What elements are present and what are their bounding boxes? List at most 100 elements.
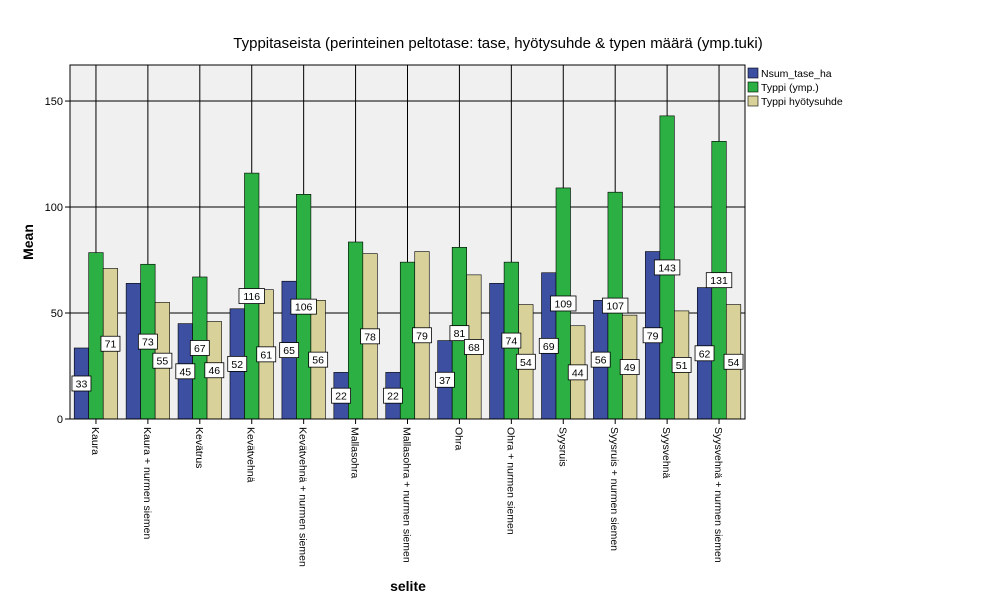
data-label-box xyxy=(308,351,329,368)
data-label-box xyxy=(189,340,210,356)
data-label-box xyxy=(464,339,484,355)
data-label-box xyxy=(238,288,265,304)
legend-label: Typpi hyötysuhde xyxy=(761,96,843,108)
data-label: 68 xyxy=(468,342,480,354)
bar-1 xyxy=(489,283,505,420)
data-label-box xyxy=(590,351,611,368)
y-tick-label: 0 xyxy=(57,414,63,426)
axes: 0 50 100 150 Kaura Kaura + nurmen siemen Kevät… xyxy=(45,65,745,567)
data-label: 116 xyxy=(243,291,260,303)
data-label-box xyxy=(723,353,744,370)
x-tick-label: Syysruis + nurmen siemen xyxy=(608,427,620,551)
data-label: 37 xyxy=(439,375,451,387)
legend-label: Typpi (ymp.) xyxy=(761,82,819,94)
x-tick-label: Kevätvehnä + nurmen siemen xyxy=(297,427,309,567)
x-tick-label: Kevätrus xyxy=(193,427,205,468)
data-label-box xyxy=(152,352,173,369)
data-label: 109 xyxy=(555,298,573,310)
chart-title: Typpitaseista (perinteinen peltotase: ta… xyxy=(233,35,762,52)
legend-swatch-1 xyxy=(747,67,759,79)
x-axis-title: selite xyxy=(390,578,426,594)
data-label: 52 xyxy=(231,359,243,371)
data-label-box xyxy=(550,295,577,312)
x-tick-label: Kaura + nurmen siemen xyxy=(141,427,153,540)
data-label: 74 xyxy=(506,336,518,348)
data-label: 65 xyxy=(283,345,295,357)
data-label: 143 xyxy=(658,262,676,274)
data-label-box xyxy=(449,325,470,342)
data-label-box xyxy=(501,332,522,349)
data-label-box xyxy=(290,298,317,315)
data-label: 107 xyxy=(606,301,624,313)
bar-1 xyxy=(125,283,141,420)
data-label: 131 xyxy=(710,275,728,287)
bar-2 xyxy=(88,252,104,420)
y-tick-label: 50 xyxy=(51,308,63,320)
x-tick-label: Kaura xyxy=(89,427,101,455)
data-label-box xyxy=(705,272,733,289)
y-axis-title: Mean xyxy=(20,224,36,260)
data-label-box xyxy=(204,362,225,379)
data-label-box xyxy=(360,328,380,345)
data-label-box xyxy=(694,345,715,362)
data-label-box xyxy=(642,327,663,344)
data-label: 46 xyxy=(208,365,220,377)
data-label: 49 xyxy=(624,362,636,374)
data-label-box xyxy=(435,371,455,388)
data-label-box xyxy=(567,364,588,381)
data-label-box xyxy=(538,337,559,354)
legend-swatch-2 xyxy=(747,81,759,93)
x-tick-label: Syysvehnä xyxy=(660,427,672,479)
data-label: 81 xyxy=(454,328,466,340)
x-tick-label: Mallasohra xyxy=(349,427,361,479)
legend-label: Nsum_tase_ha xyxy=(761,68,832,80)
data-label: 54 xyxy=(520,357,532,369)
data-label: 45 xyxy=(179,366,191,378)
data-label: 67 xyxy=(194,343,206,355)
data-labels: 33 45 52 65 22 22 37 69 56 79 62 73 67 116 106 81 74 109 1… xyxy=(71,259,744,404)
data-label: 73 xyxy=(142,337,154,349)
data-label: 33 xyxy=(76,378,88,390)
x-tick-label: Kevätvehnä xyxy=(245,427,257,483)
data-label: 54 xyxy=(728,357,740,369)
data-label-box xyxy=(653,259,681,276)
x-tick-label: Ohra xyxy=(452,427,464,451)
legend-swatch-3 xyxy=(747,95,759,107)
data-label-box xyxy=(256,346,277,363)
data-label-box xyxy=(331,387,351,404)
y-tick-label: 150 xyxy=(45,96,63,108)
data-label: 78 xyxy=(364,331,376,343)
data-label: 69 xyxy=(543,341,555,353)
data-label-box xyxy=(100,335,121,352)
data-label: 55 xyxy=(157,356,169,368)
data-label: 44 xyxy=(572,367,584,379)
data-label: 22 xyxy=(387,391,399,403)
data-label-box xyxy=(175,363,196,380)
data-label: 106 xyxy=(295,302,313,314)
data-label-box xyxy=(412,327,432,344)
data-label: 62 xyxy=(699,348,711,360)
legend: Nsum_tase_ha Typpi (ymp.) Typpi hyötysuhde xyxy=(747,67,843,108)
data-label-box xyxy=(619,359,640,375)
x-tick-label: Syysruis xyxy=(556,427,568,467)
x-tick-label: Ohra + nurmen siemen xyxy=(504,427,516,535)
data-label-box xyxy=(671,357,692,373)
data-label-box xyxy=(137,333,158,350)
data-label: 56 xyxy=(312,355,324,367)
data-label-box xyxy=(383,387,403,404)
data-label: 56 xyxy=(595,355,607,367)
data-label-box xyxy=(602,297,629,314)
data-label: 51 xyxy=(676,360,688,372)
x-tick-label: Syysvehnä + nurmen siemen xyxy=(712,427,724,563)
data-label: 22 xyxy=(335,391,347,403)
data-label: 61 xyxy=(260,349,272,361)
y-tick-label: 100 xyxy=(45,202,63,214)
data-label-box xyxy=(71,375,92,392)
data-label: 79 xyxy=(416,330,428,342)
data-label: 79 xyxy=(647,330,659,342)
x-tick-label: Mallasohra + nurmen siemen xyxy=(401,427,413,563)
data-label-box xyxy=(515,353,536,370)
data-label-box xyxy=(279,342,300,359)
data-label: 71 xyxy=(105,339,117,351)
